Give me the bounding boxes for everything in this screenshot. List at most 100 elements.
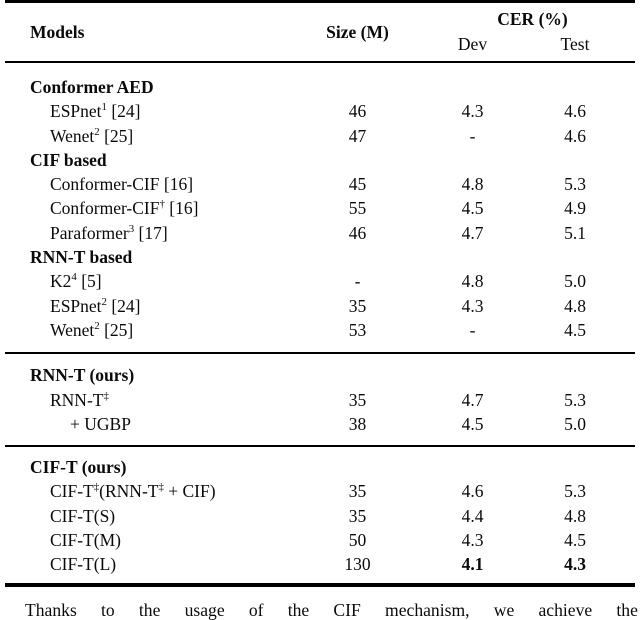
size-cell: 35: [348, 295, 367, 316]
table-bottom-rule: [5, 582, 635, 587]
test-cell: [515, 148, 635, 172]
footer-word: of: [248, 600, 264, 620]
test-cell: [515, 455, 635, 479]
footer-word: the: [616, 600, 638, 620]
model-group-label: RNN-T based: [30, 247, 133, 268]
footer-word: the: [138, 600, 161, 620]
table-row: Wenet2 [25] 53 - 4.5: [5, 318, 635, 342]
model-name-cell: Paraformer3 [17]: [50, 222, 168, 243]
size-cell: 38: [348, 413, 367, 434]
size-cell: 50: [348, 530, 367, 551]
table-group-row: RNN-T (ours): [5, 363, 635, 387]
model-name-cell: RNN-T‡: [50, 389, 109, 410]
dev-cell: 4.5: [461, 413, 484, 434]
table-row: CIF-T‡(RNN-T‡ + CIF) 35 4.6 5.3: [5, 479, 635, 503]
dev-cell: 4.3: [461, 530, 484, 551]
table-row: ESPnet1 [24] 46 4.3 4.6: [5, 99, 635, 123]
size-cell: 35: [348, 481, 367, 502]
table-top-rule: [5, 0, 635, 3]
superscript-marker: †: [159, 198, 165, 211]
table-group-row: RNN-T based: [5, 245, 635, 269]
dev-cell: 4.3: [461, 295, 484, 316]
superscript-marker: ‡: [103, 389, 109, 402]
table-group-row: CIF-T (ours): [5, 455, 635, 479]
table-mid-rule-1: [5, 352, 635, 355]
dev-cell: -: [469, 125, 476, 146]
dev-cell: 4.8: [461, 271, 484, 292]
table-section-cift-ours: CIF-T (ours) CIF-T‡(RNN-T‡ + CIF) 35 4.6 5.3…: [5, 447, 635, 582]
test-cell: 4.6: [564, 101, 586, 122]
test-cell: 5.3: [564, 389, 586, 410]
dev-cell: 4.4: [461, 505, 484, 526]
test-cell: 5.3: [564, 174, 586, 195]
superscript-marker: 1: [101, 101, 107, 114]
table-section-baselines: Conformer AED ESPnet1 [24] 46 4.3 4.6 Wenet2 …: [5, 63, 635, 352]
model-name-cell: ESPnet2 [24]: [50, 295, 141, 316]
test-cell: [515, 363, 635, 387]
size-cell: 130: [344, 554, 371, 575]
table-row: Paraformer3 [17] 46 4.7 5.1: [5, 221, 635, 245]
test-cell: 4.8: [564, 295, 586, 316]
column-header-test: Test: [560, 34, 590, 54]
test-cell: 5.1: [564, 222, 586, 243]
size-cell: 47: [348, 125, 367, 146]
table-row: Conformer-CIF [16] 45 4.8 5.3: [5, 172, 635, 196]
column-header-dev: Dev: [457, 34, 488, 54]
dev-cell: [430, 75, 515, 99]
model-name-cell: K24 [5]: [50, 271, 102, 292]
table-row: CIF-T(M) 50 4.3 4.5: [5, 528, 635, 552]
column-header-cer: CER (%): [497, 9, 568, 29]
model-name-cell: Wenet2 [25]: [50, 319, 134, 340]
model-name-cell: CIF-T‡(RNN-T‡ + CIF): [50, 481, 216, 502]
table-row: K24 [5] - 4.8 5.0: [5, 269, 635, 293]
table-row: Conformer-CIF† [16] 55 4.5 4.9: [5, 196, 635, 220]
footer-word: mechanism,: [385, 600, 470, 620]
footer-word: usage: [184, 600, 225, 620]
model-name-cell: Conformer-CIF† [16]: [50, 198, 199, 219]
superscript-marker: 2: [94, 320, 100, 333]
test-cell: 4.8: [564, 505, 586, 526]
size-cell: [285, 245, 430, 269]
model-name-cell: CIF-T(S): [50, 505, 116, 526]
model-name-cell: CIF-T(L): [50, 554, 117, 575]
table-row: ESPnet2 [24] 35 4.3 4.8: [5, 294, 635, 318]
size-cell: [285, 363, 430, 387]
test-cell: 5.0: [564, 413, 586, 434]
dev-cell: [430, 363, 515, 387]
model-name-cell: + UGBP: [70, 413, 131, 434]
size-cell: [285, 148, 430, 172]
test-cell: 4.5: [564, 530, 586, 551]
table-group-row: CIF based: [5, 148, 635, 172]
footer-word: achieve: [538, 600, 593, 620]
dev-cell: [430, 245, 515, 269]
footer-word: we: [493, 600, 515, 620]
model-name-cell: Conformer-CIF [16]: [50, 174, 194, 195]
table-header-rule: [5, 61, 635, 63]
model-name-cell: Wenet2 [25]: [50, 125, 134, 146]
model-group-label: CIF based: [30, 149, 107, 170]
model-group-label: CIF-T (ours): [30, 457, 127, 478]
test-cell: 4.6: [564, 125, 586, 146]
dev-cell: 4.8: [461, 174, 484, 195]
table-row: Wenet2 [25] 47 - 4.6: [5, 124, 635, 148]
footer-word: CIF: [333, 600, 361, 620]
superscript-marker: 3: [128, 222, 135, 235]
table-mid-rule-2: [5, 445, 635, 448]
cer-subheaders: Dev Test: [430, 32, 635, 58]
dev-cell: [430, 148, 515, 172]
dev-cell: 4.3: [461, 101, 484, 122]
model-group-label: RNN-T (ours): [30, 365, 135, 386]
size-cell: 53: [348, 319, 367, 340]
dev-cell: 4.6: [461, 481, 484, 502]
size-cell: [285, 75, 430, 99]
superscript-marker: 2: [94, 125, 100, 138]
size-cell: 35: [348, 389, 367, 410]
size-cell: 45: [348, 174, 367, 195]
footer-word: to: [101, 600, 115, 620]
table-row: CIF-T(L) 130 4.1 4.3: [5, 552, 635, 576]
test-cell: 5.0: [564, 271, 586, 292]
size-cell: 55: [348, 198, 367, 219]
column-header-size: Size (M): [326, 22, 389, 42]
column-header-models: Models: [30, 22, 85, 42]
